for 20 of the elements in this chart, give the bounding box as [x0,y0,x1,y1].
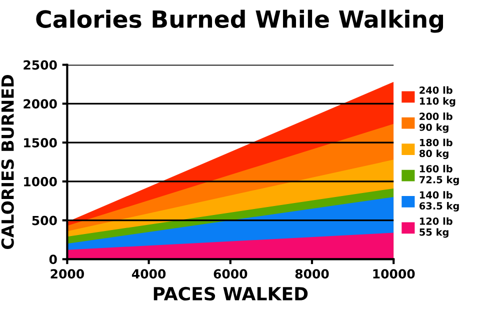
legend-label: 180 lb 80 kg [419,138,452,160]
legend-label: 200 lb 90 kg [419,112,452,133]
x-tick-label: 6000 [214,269,248,279]
x-tick-label: 8000 [295,269,329,279]
y-tick-label: 1500 [24,138,57,148]
x-tick-label: 10000 [373,269,415,279]
x-tick-label: 2000 [50,269,84,279]
chart-title: Calories Burned While Walking [36,10,444,33]
y-tick-label: 0 [49,254,57,264]
legend-label: 120 lb 55 kg [420,217,452,238]
legend-label: 240 lb 110 kg [420,86,456,107]
y-tick-label: 500 [32,216,57,226]
x-axis-title: PACES WALKED [154,286,308,301]
x-tick-label: 4000 [132,269,166,279]
y-tick-label: 2500 [24,60,57,70]
y-axis-title: CALORIES BURNED [1,74,14,250]
y-tick-label: 1000 [24,176,57,186]
y-tick-label: 2000 [24,99,57,109]
legend-label: 140 lb 63.5 kg [419,191,459,212]
legend-label: 160 lb 72.5 kg [420,164,459,186]
